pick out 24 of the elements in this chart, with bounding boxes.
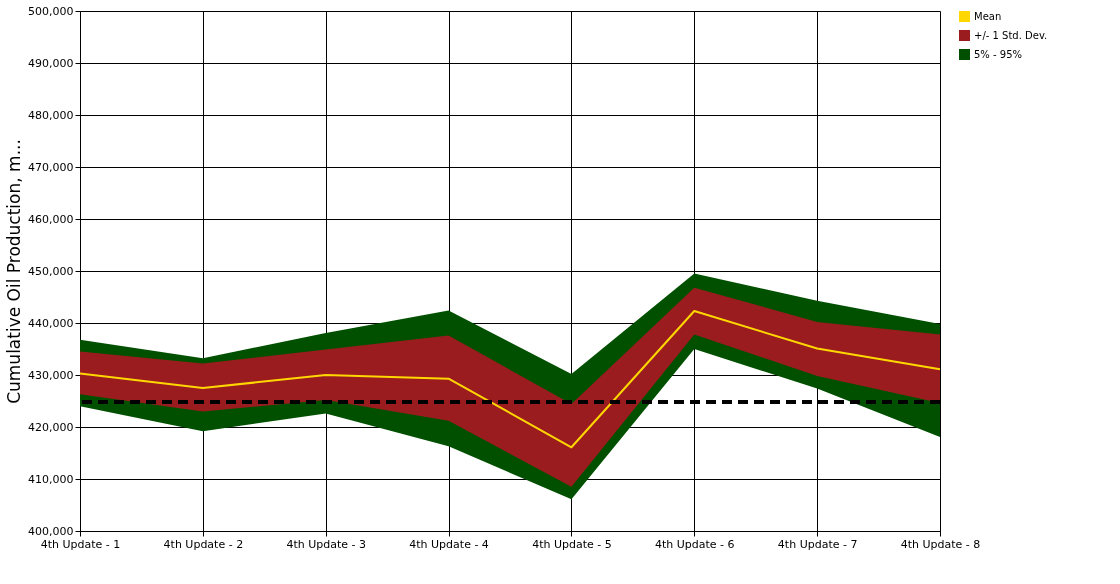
x-tick-label: 4th Update - 2 xyxy=(163,537,244,551)
y-tick-label: 410,000 xyxy=(28,472,74,486)
y-tick-label: 490,000 xyxy=(28,56,74,70)
line-series xyxy=(79,310,941,449)
y-tick-label: 400,000 xyxy=(28,524,74,538)
x-tick-label: 4th Update - 1 xyxy=(40,537,121,551)
legend-label: 5% - 95% xyxy=(974,48,1023,60)
y-tick-label: 470,000 xyxy=(28,160,74,174)
x-tick-label: 4th Update - 5 xyxy=(532,537,612,551)
y-tick-label: 420,000 xyxy=(28,420,74,434)
y-tick-label: 440,000 xyxy=(28,316,74,330)
y-tick-label: 460,000 xyxy=(28,212,74,226)
x-tick-label: 4th Update - 6 xyxy=(655,537,735,551)
legend-label: +/- 1 Std. Dev. xyxy=(974,29,1048,41)
y-tick-label: 480,000 xyxy=(28,108,74,122)
x-tick-label: 4th Update - 3 xyxy=(286,537,366,551)
x-tick-label: 4th Update - 7 xyxy=(777,537,858,551)
y-tick-label: 500,000 xyxy=(28,4,74,18)
x-tick-label: 4th Update - 4 xyxy=(409,537,489,551)
y-axis-title: Cumulative Oil Production, m... xyxy=(4,139,25,404)
y-tick-label: 430,000 xyxy=(28,368,74,382)
y-tick-label: 450,000 xyxy=(28,264,74,278)
legend-label: Mean xyxy=(974,10,1002,22)
x-tick-label: 4th Update - 8 xyxy=(900,537,981,551)
